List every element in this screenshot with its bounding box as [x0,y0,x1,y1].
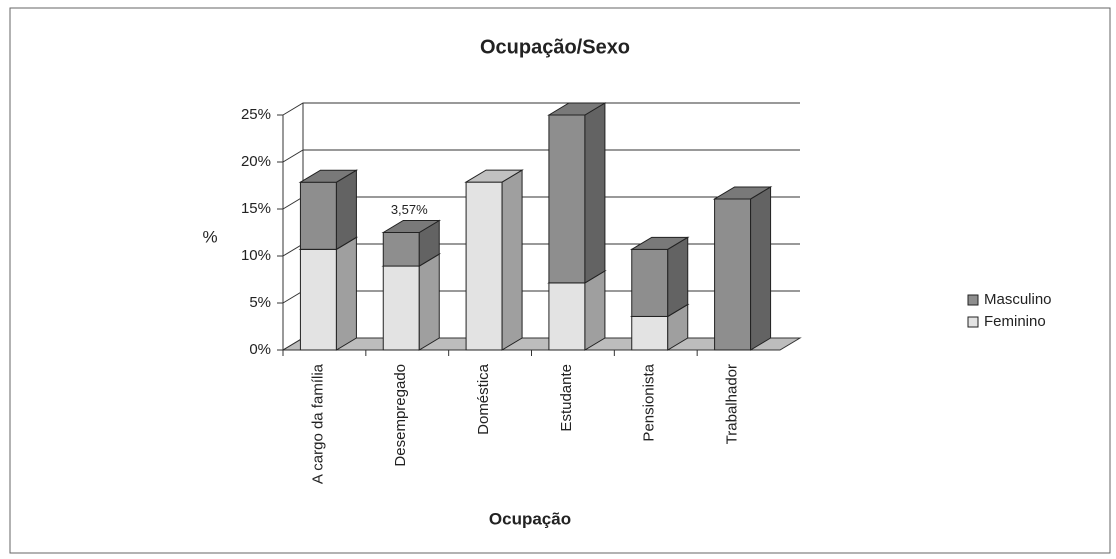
x-tick-label: Pensionista [641,363,658,441]
bar-front [382,265,420,351]
bar [712,186,773,351]
legend-label: Feminino [984,313,1046,330]
x-tick-label: Estudante [558,364,575,432]
x-tick-label: Desempregado [392,364,409,467]
bar-front [548,114,586,284]
legend-swatch [967,294,979,306]
y-tick-label: 0% [249,341,271,358]
bar [464,169,524,351]
x-tick-label: Doméstica [475,363,492,435]
bar [547,102,607,284]
data-label: 3,57% [391,202,428,217]
chart-title: Ocupação/Sexo [480,36,630,58]
bar-side [418,253,440,351]
bar-top [298,169,359,183]
bar-front [465,181,503,351]
bar-front [714,198,752,351]
bar-top [464,169,524,183]
bar-front [548,282,586,351]
bar-side [335,236,357,351]
y-tick-label: 5% [249,294,271,311]
bar-top [381,220,442,233]
bar-front [299,181,337,250]
grid-line [282,149,800,163]
bar-top [712,186,773,200]
y-tick-label: 15% [241,200,271,217]
bar-front [631,315,669,351]
y-axis-label: % [202,227,217,246]
bar [298,169,359,251]
y-tick-label: 25% [241,106,271,123]
bar-side [335,169,357,251]
bar-side [584,102,606,284]
bar-side [667,236,689,318]
bar [629,236,690,318]
bar [381,219,442,267]
bar-front [299,248,337,351]
bar-top [629,236,690,250]
grid-line [282,102,800,116]
bar-front [382,232,420,267]
y-tick-label: 20% [241,153,271,170]
bar [381,253,442,351]
bar-side [501,169,523,351]
legend-label: Masculino [984,291,1052,308]
y-tick-label: 10% [241,247,271,264]
x-tick-label: A cargo da família [309,363,326,484]
bar-side [750,186,772,351]
x-axis-label: Ocupação [489,509,571,528]
bar [298,236,359,351]
bar-top [547,102,607,116]
legend-swatch [967,316,979,328]
x-tick-label: Trabalhador [724,364,741,444]
bar-front [631,248,669,317]
bar-side [584,270,606,351]
